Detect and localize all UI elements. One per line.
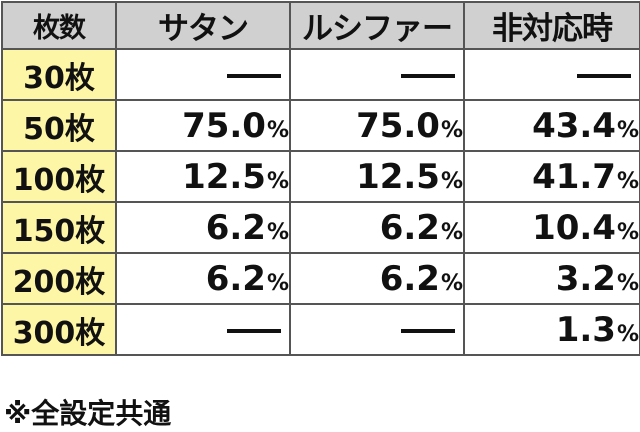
percent-unit: % — [266, 117, 289, 143]
cell-unsupported: 1.3% — [463, 303, 640, 356]
cell-satan: 6.2% — [115, 201, 291, 254]
row-label: 200枚 — [1, 252, 117, 305]
percent-unit: % — [616, 270, 639, 296]
table-row: 30枚 — — — — [1, 48, 640, 101]
dash-mark: — — [401, 74, 455, 78]
cell-value: 3.2 — [555, 258, 616, 299]
header-satan: サタン — [115, 1, 291, 50]
cell-value: 6.2 — [379, 258, 440, 299]
percent-unit: % — [266, 219, 289, 245]
cell-unsupported: 43.4% — [463, 99, 640, 152]
payout-table: 枚数 サタン ルシファー 非対応時 30枚———50枚75.0%75.0%43.… — [1, 1, 640, 356]
cell-lucifer: 75.0% — [289, 99, 465, 152]
cell-value: 10.4 — [532, 207, 616, 248]
cell-satan: 6.2% — [115, 252, 291, 305]
row-label: 30枚 — [1, 48, 117, 101]
table-row: 50枚 75.0% 75.0% 43.4% — [1, 99, 640, 152]
cell-unsupported: 10.4% — [463, 201, 640, 254]
cell-unsupported: 3.2% — [463, 252, 640, 305]
cell-satan: 75.0% — [115, 99, 291, 152]
header-lucifer: ルシファー — [289, 1, 465, 50]
cell-value: 6.2 — [379, 207, 440, 248]
cell-lucifer: 6.2% — [289, 252, 465, 305]
row-label: 50枚 — [1, 99, 117, 152]
footnote: ※全設定共通 — [4, 397, 172, 430]
percent-unit: % — [266, 270, 289, 296]
header-medals: 枚数 — [1, 1, 117, 50]
table-row: 200枚 6.2% 6.2% 3.2% — [1, 252, 640, 305]
cell-value: 6.2 — [205, 258, 266, 299]
percent-unit: % — [266, 168, 289, 194]
header-unsupported: 非対応時 — [463, 1, 640, 50]
dash-mark: — — [227, 329, 281, 333]
cell-lucifer: 6.2% — [289, 201, 465, 254]
cell-lucifer: — — [289, 48, 465, 101]
cell-satan: 12.5% — [115, 150, 291, 203]
percent-unit: % — [616, 168, 639, 194]
table-row: 300枚 — — 1.3% — [1, 303, 640, 356]
table-body: 30枚———50枚75.0%75.0%43.4%100枚12.5%12.5%41… — [1, 48, 640, 356]
cell-satan: — — [115, 303, 291, 356]
cell-value: 75.0 — [356, 105, 440, 146]
percent-unit: % — [440, 270, 463, 296]
row-label: 150枚 — [1, 201, 117, 254]
cell-value: 12.5 — [182, 156, 266, 197]
dash-mark: — — [401, 329, 455, 333]
header-row: 枚数 サタン ルシファー 非対応時 — [1, 1, 640, 50]
cell-lucifer: 12.5% — [289, 150, 465, 203]
percent-unit: % — [440, 219, 463, 245]
percent-unit: % — [616, 117, 639, 143]
cell-lucifer: — — [289, 303, 465, 356]
cell-value: 12.5 — [356, 156, 440, 197]
table-row: 150枚 6.2% 6.2% 10.4% — [1, 201, 640, 254]
dash-mark: — — [577, 74, 631, 78]
cell-value: 1.3 — [555, 309, 616, 350]
cell-satan: — — [115, 48, 291, 101]
dash-mark: — — [227, 74, 281, 78]
cell-value: 75.0 — [182, 105, 266, 146]
percent-unit: % — [616, 219, 639, 245]
percent-unit: % — [616, 321, 639, 347]
table-row: 100枚 12.5% 12.5% 41.7% — [1, 150, 640, 203]
percent-unit: % — [440, 117, 463, 143]
cell-value: 43.4 — [532, 105, 616, 146]
row-label: 300枚 — [1, 303, 117, 356]
row-label: 100枚 — [1, 150, 117, 203]
cell-unsupported: 41.7% — [463, 150, 640, 203]
percent-unit: % — [440, 168, 463, 194]
cell-value: 41.7 — [532, 156, 616, 197]
cell-value: 6.2 — [205, 207, 266, 248]
cell-unsupported: — — [463, 48, 640, 101]
